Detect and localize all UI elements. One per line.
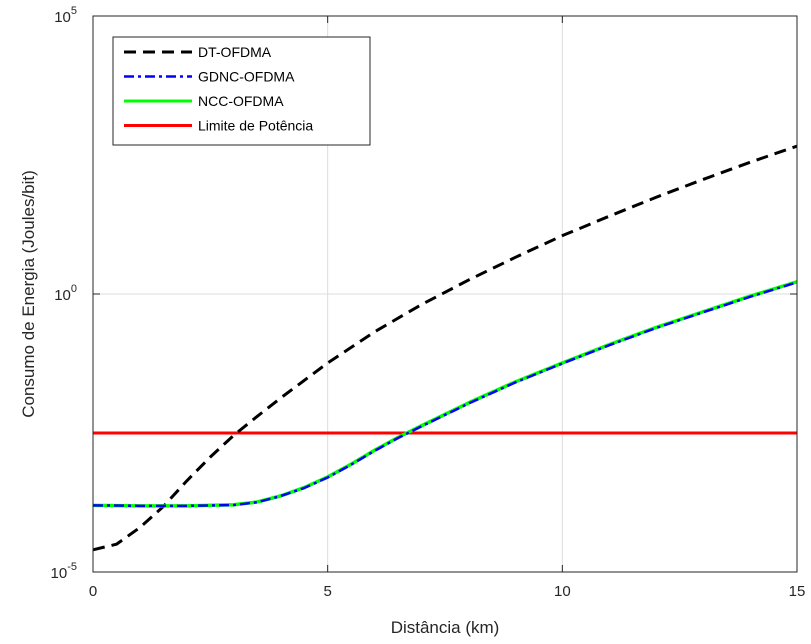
y-axis-label: Consumo de Energia (Joules/bit)	[19, 170, 38, 418]
series-line-dt-ofdma	[92, 144, 798, 552]
x-tick-label: 15	[789, 583, 806, 600]
legend-label: NCC-OFDMA	[198, 93, 284, 109]
legend-label: Limite de Potência	[198, 118, 313, 134]
y-tick-exponent: 5	[71, 5, 77, 17]
y-tick-base: 10	[54, 9, 71, 26]
series-line-gdnc-ofdma	[92, 281, 798, 508]
y-tick-label: 10-5	[51, 561, 77, 582]
y-tick-label: 105	[54, 5, 77, 26]
y-tick-exponent: 0	[71, 283, 77, 295]
y-tick-base: 10	[54, 287, 71, 304]
y-tick-exponent: -5	[67, 561, 77, 573]
legend: DT-OFDMA GDNC-OFDMA NCC-OFDMA Limite de Pot…	[112, 36, 371, 146]
x-axis-label: Distância (km)	[391, 618, 500, 637]
y-tick-base: 10	[51, 565, 68, 582]
x-tick-label: 5	[323, 583, 331, 600]
legend-label: GDNC-OFDMA	[198, 69, 295, 85]
x-tick-label: 10	[554, 583, 571, 600]
x-tick-label: 0	[89, 583, 97, 600]
series-layer	[92, 144, 798, 552]
y-tick-label: 100	[54, 283, 77, 304]
legend-label: DT-OFDMA	[198, 44, 272, 60]
